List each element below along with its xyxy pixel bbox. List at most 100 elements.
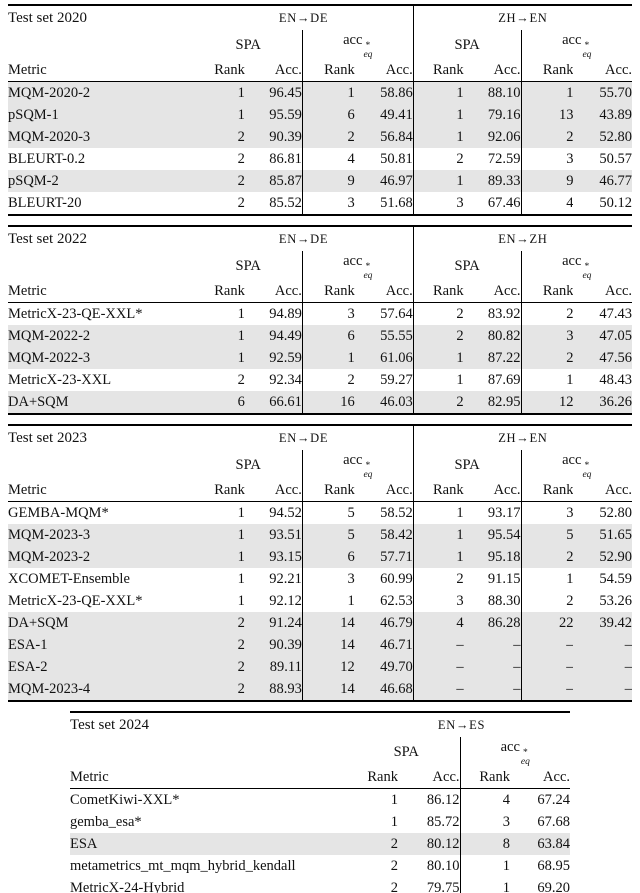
metric-name-cell: ESA-1 [8,634,195,656]
table-title: Test set 2024 [70,717,149,733]
acc-eq-sup-sub: * eq [582,42,591,59]
acc-cell: 94.52 [269,505,302,521]
metric-name-cell: MQM-2022-3 [8,347,195,369]
rank-cell: 1 [301,590,355,612]
acc-eq-superscript: * [365,41,371,51]
acc-eq-sup-sub: * eq [582,462,591,479]
acc-cell: 92.06 [463,126,522,148]
rank-cell: 4 [520,192,574,215]
acc-cell: 55.55 [354,325,414,347]
acc-eq-subscript: eq [582,469,592,479]
table-row: BLEURT-0.2 2 86.81 4 50.81 2 72.59 3 50.57 [8,148,632,170]
rank-cell: 2 [237,372,245,388]
rank-column-header: Rank [194,280,245,303]
rank-cell: 3 [520,148,574,170]
rank-cell: 1 [194,347,245,369]
acc-cell: 93.15 [244,546,303,568]
rank-column-header: Rank [194,479,245,502]
metric-name-cell: MQM-2023-4 [8,678,195,701]
rank-cell: 2 [520,546,574,568]
rank-cell: 12 [301,656,355,678]
metric-name-cell: MQM-2020-3 [8,126,195,148]
table-row: metametrics_mt_mqm_hybrid_kendall 2 80.10 1… [70,855,570,877]
rank-cell: 2 [237,151,245,167]
rank-cell: – [520,634,574,656]
tables-container: Test set 2020 EN→DE ZH→EN SPA acc * eq SPA acc * e… [0,4,640,893]
acc-eq-superscript: * [584,262,590,272]
acc-eq-superscript: * [584,461,590,471]
acc-eq-base: acc [562,452,582,468]
acc-column-header: Acc. [244,479,303,502]
acc-cell: 83.92 [487,306,521,322]
acc-eq-base: acc [343,452,363,468]
metric-name-cell: ESA [70,833,353,855]
acc-eq-group-header: acc * eq [301,30,414,59]
acc-cell: 47.05 [573,325,632,347]
spacer-cell [8,450,194,479]
metric-name-cell: MetricX-23-QE-XXL* [8,593,143,609]
rank-cell: 1 [412,546,464,568]
acc-cell: 54.59 [599,571,632,587]
acc-cell: 51.65 [573,524,632,546]
acc-cell: 66.61 [244,391,303,414]
table-title: Test set 2022 [8,231,87,247]
metric-name-cell: BLEURT-20 [8,195,82,211]
acc-cell: – [573,678,632,701]
rank-cell: – [412,656,464,678]
rank-cell: 1 [237,571,245,587]
acc-cell: 69.20 [537,880,570,893]
acc-column-header: Acc. [463,479,522,502]
acc-eq-base: acc [562,253,582,269]
acc-cell: 60.99 [380,571,413,587]
rank-cell: 1 [390,814,398,830]
acc-cell: 46.68 [354,678,414,701]
table-row: ESA 2 80.12 8 63.84 [70,833,570,855]
table-row: gemba_esa* 1 85.72 3 67.68 [70,811,570,833]
acc-cell: 46.77 [573,170,632,192]
spacer-cell [70,737,353,766]
rank-cell: 12 [520,391,574,414]
acc-cell: 90.39 [244,634,303,656]
table-row: MetricX-23-QE-XXL* 1 94.89 3 57.64 2 83.92 2 47.… [8,302,632,325]
acc-cell: 92.34 [269,372,302,388]
rank-cell: 4 [412,612,464,634]
rank-cell: 2 [412,568,464,590]
acc-cell: 51.68 [380,195,413,211]
acc-cell: 53.26 [599,593,632,609]
acc-eq-subscript: eq [520,756,530,766]
metric-name-cell: pSQM-2 [8,170,195,192]
acc-eq-superscript: * [365,262,371,272]
acc-eq-base: acc [343,32,363,48]
metric-name-cell: DA+SQM [8,612,195,634]
acc-cell: 48.43 [599,372,632,388]
rank-cell: 13 [520,104,574,126]
acc-cell: 79.75 [426,880,460,893]
acc-cell: 80.12 [398,833,460,855]
table-row: pSQM-2 2 85.87 9 46.97 1 89.33 9 46.77 [8,170,632,192]
rank-cell: 6 [194,391,245,414]
rank-cell: 5 [301,501,355,524]
acc-eq-subscript: eq [582,270,592,280]
acc-eq-superscript: * [523,748,528,758]
acc-column-header: Acc. [244,280,303,303]
acc-cell: 39.42 [573,612,632,634]
rank-cell: 2 [194,126,245,148]
acc-cell: 57.71 [354,546,414,568]
acc-column-header: Acc. [573,59,632,82]
lang-pair-header: ZH→EN [412,5,632,30]
rank-cell: 2 [520,347,574,369]
rank-column-header: Rank [412,280,464,303]
acc-cell: 93.51 [244,524,303,546]
rank-cell: 1 [412,104,464,126]
metric-name-cell: MQM-2022-2 [8,325,195,347]
acc-column-header: Acc. [354,280,414,303]
acc-eq-base: acc [343,253,363,269]
metric-name-cell: pSQM-1 [8,104,195,126]
acc-cell: 80.10 [426,858,460,874]
acc-cell: 95.54 [463,524,522,546]
acc-cell: 58.86 [354,81,414,104]
table-row: MQM-2020-2 1 96.45 1 58.86 1 88.10 1 55.70 [8,81,632,104]
rank-cell: 3 [412,192,464,215]
acc-cell: 80.82 [463,325,522,347]
acc-cell: 85.72 [426,814,460,830]
